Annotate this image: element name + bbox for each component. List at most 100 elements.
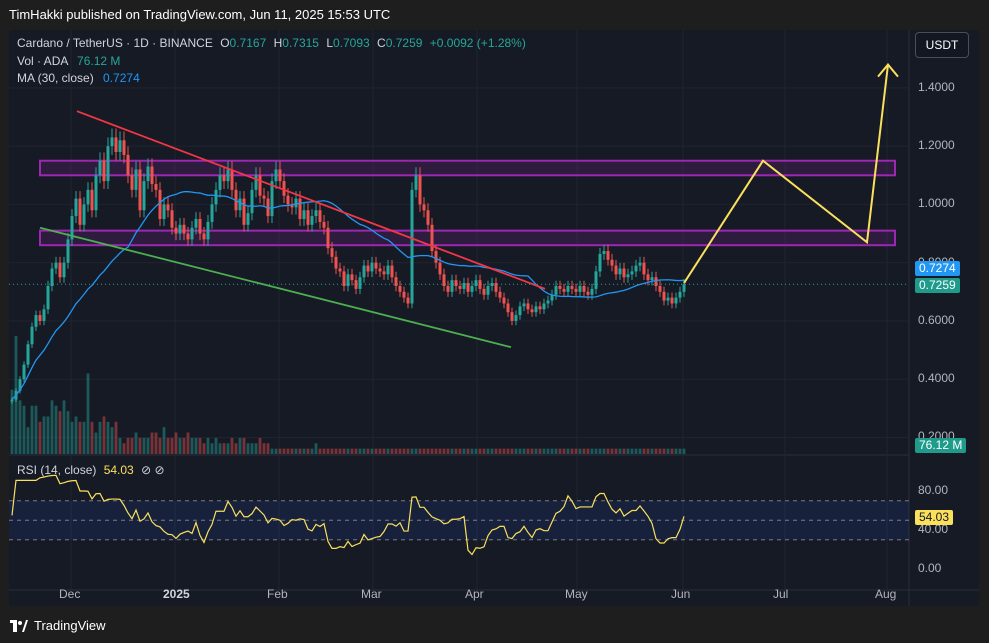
volume-bar-10 [50,400,54,454]
volume-bar-22 [98,421,102,454]
candle-body-102 [418,175,422,205]
candle-body-113 [462,283,466,289]
volume-bar-38 [162,427,166,454]
volume-bar-20 [90,421,94,454]
candle-body-164 [666,297,670,301]
volume-bar-98 [402,448,406,454]
volume-bar-115 [470,448,474,454]
candle-body-83 [342,271,346,286]
candle-body-65 [270,181,274,217]
candle-body-122 [498,291,502,298]
volume-bar-110 [450,448,454,454]
candle-body-92 [378,268,382,272]
chart-background [9,30,979,606]
volume-bar-97 [398,448,402,454]
volume-bar-7 [38,421,42,454]
candle-body-19 [86,189,90,205]
volume-bar-143 [582,448,586,454]
volume-bar-84 [346,448,350,454]
candle-body-12 [58,262,62,278]
ma-value: 0.7274 [103,71,140,85]
candle-body-93 [382,271,386,275]
projection-arrowhead [877,63,899,78]
candle-body-30 [130,175,134,190]
candle-body-84 [346,274,350,286]
volume-label: Vol · ADA [17,54,68,68]
candle-body-5 [30,326,34,345]
candle-body-4 [26,344,30,365]
volume-bar-157 [638,448,642,454]
volume-bar-71 [294,448,298,454]
candle-body-9 [46,285,50,310]
candle-body-114 [466,283,470,292]
candle-body-71 [294,198,298,208]
chart-canvas[interactable] [9,30,979,606]
volume-bar-162 [658,448,662,454]
candle-body-144 [586,291,590,295]
rsi-value: 54.03 [103,463,134,477]
candle-body-73 [302,210,306,219]
rsi-legend[interactable]: RSI (14, close) 54.03 ⊘ ⊘ [17,463,165,477]
tradingview-logo[interactable]: TradingView [10,618,106,633]
currency-button[interactable]: USDT [915,32,969,58]
volume-bar-168 [682,448,686,454]
candle-body-42 [178,224,182,234]
volume-bar-6 [34,405,38,454]
volume-bar-132 [538,448,542,454]
volume-tag: 76.12 M [915,438,967,453]
symbol-title[interactable]: Cardano / TetherUS · 1D · BINANCE [17,36,213,50]
price-axis-label: 0.6000 [918,312,955,327]
volume-bar-26 [114,421,118,454]
candle-body-143 [582,285,586,292]
volume-bar-148 [602,448,606,454]
close-key: C [377,36,386,50]
volume-bar-117 [478,448,482,454]
volume-bar-37 [158,437,162,454]
time-axis-label: Jun [671,587,691,601]
ma-label: MA (30, close) [17,71,94,85]
ma-legend[interactable]: MA (30, close) 0.7274 [17,71,140,85]
candle-body-127 [518,306,522,316]
publisher-bar: TimHakki published on TradingView.com, J… [0,0,989,30]
volume-bar-119 [486,448,490,454]
candle-body-52 [218,175,222,190]
volume-bar-101 [414,448,418,454]
rsi-axis-label: 40.00 [918,522,949,536]
volume-legend[interactable]: Vol · ADA 76.12 M [17,54,120,68]
volume-bar-41 [174,432,178,454]
candle-body-151 [614,265,618,275]
candle-body-125 [510,312,514,321]
candle-body-137 [558,285,562,289]
candle-body-61 [254,175,258,190]
last-price-tag: 0.7259 [915,278,960,293]
candle-body-20 [90,189,94,211]
volume-bar-44 [186,432,190,454]
candle-body-89 [366,265,370,272]
candle-body-159 [646,274,650,281]
candle-body-37 [158,189,162,219]
low-key: L [326,36,333,50]
volume-bar-95 [390,448,394,454]
candle-body-129 [526,303,530,310]
candle-body-160 [650,277,654,281]
candle-body-148 [602,251,606,254]
chart-frame[interactable]: Cardano / TetherUS · 1D · BINANCE O0.716… [9,30,979,606]
candle-body-28 [122,140,126,155]
candle-body-32 [138,169,142,211]
time-axis-label: May [565,587,588,601]
volume-bar-25 [110,427,114,454]
volume-bar-74 [306,448,310,454]
time-axis-label: Dec [59,587,81,601]
volume-bar-108 [442,448,446,454]
volume-bar-77 [318,448,322,454]
candle-body-75 [310,216,314,225]
volume-bar-92 [378,448,382,454]
volume-bar-112 [458,448,462,454]
candle-body-99 [406,297,410,304]
volume-bar-4 [26,427,30,454]
volume-bar-83 [342,448,346,454]
visibility-icons[interactable]: ⊘ ⊘ [141,463,165,477]
volume-bar-75 [310,448,314,454]
candle-body-118 [482,288,486,295]
volume-bar-56 [234,443,238,454]
